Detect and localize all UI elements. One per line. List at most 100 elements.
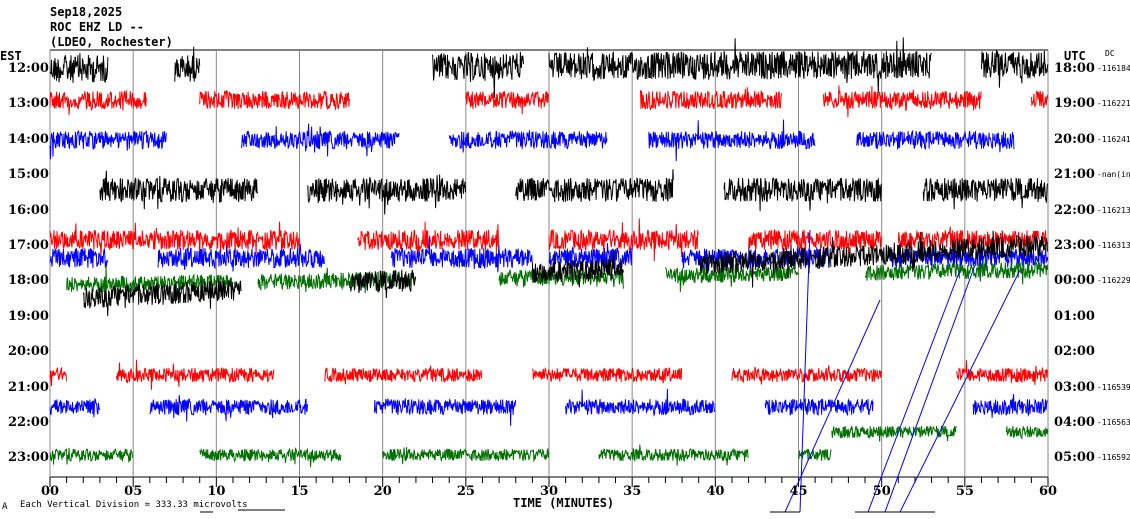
trace-segment <box>149 394 308 422</box>
trace-segment <box>199 447 342 468</box>
trace-segment <box>731 365 882 385</box>
trace-segment <box>598 444 749 466</box>
scale-note: Each Vertical Division = 333.33 microvol… <box>20 500 248 510</box>
trace-segment <box>49 221 300 264</box>
trace-segment <box>548 37 932 94</box>
x-tick-label: 45 <box>789 484 808 499</box>
est-time-label: 12:00 <box>8 61 49 76</box>
dc-offset-label: -1165927 <box>1097 453 1130 463</box>
glitch-line <box>799 229 811 513</box>
trace-segment <box>698 230 1048 288</box>
dc-offset-label: -1165390 <box>1097 382 1130 392</box>
trace-segment <box>922 177 1048 210</box>
x-axis-label: TIME (MINUTES) <box>513 496 615 510</box>
trace-segment <box>82 279 242 316</box>
trace-segment <box>240 123 400 157</box>
trace-segment <box>49 397 100 418</box>
x-tick-label: 30 <box>540 484 559 499</box>
trace-segment <box>49 130 167 160</box>
dc-offset-label: -nan(ind <box>1097 170 1130 180</box>
utc-time-label: 02:00 <box>1054 344 1095 360</box>
trace-segment <box>49 366 67 387</box>
trace-segment <box>531 249 625 288</box>
trace-segment <box>748 228 882 254</box>
est-time-label: 19:00 <box>8 308 49 324</box>
trace-segment <box>889 236 1049 282</box>
trace-segment <box>565 388 716 417</box>
trace-segment <box>648 119 816 162</box>
trace-segment <box>640 87 783 111</box>
trace-segment <box>199 89 350 111</box>
x-tick-label: 20 <box>373 484 392 499</box>
x-tick-label: 35 <box>623 484 642 499</box>
utc-time-label: 00:00 <box>1054 273 1095 289</box>
est-time-label: 15:00 <box>8 167 49 183</box>
glitch-line <box>884 264 976 513</box>
trace-segment <box>956 360 1048 385</box>
trace-segment <box>972 393 1048 418</box>
trace-segment <box>49 447 134 465</box>
utc-time-label: 01:00 <box>1054 308 1095 324</box>
dc-offset-label: -1162412 <box>1097 134 1130 144</box>
trace-segment <box>390 236 533 273</box>
trace-segment <box>357 221 500 258</box>
trace-segment <box>49 247 109 269</box>
trace-segment <box>49 53 109 83</box>
trace-segment <box>49 89 147 115</box>
trace-segment <box>548 218 699 262</box>
x-tick-label: 25 <box>456 484 475 499</box>
x-tick-label: 60 <box>1039 484 1058 499</box>
trace-segment <box>99 170 259 210</box>
utc-time-label: 19:00 <box>1054 96 1095 112</box>
est-time-label: 17:00 <box>8 238 49 253</box>
trace-segment <box>664 264 799 292</box>
glitch-line <box>899 269 1021 513</box>
x-tick-label: 10 <box>207 484 226 499</box>
dc-offset-label: -1162136 <box>1097 205 1130 215</box>
trace-segment <box>865 257 1049 285</box>
utc-time-label: 20:00 <box>1054 131 1095 147</box>
trace-segment <box>66 265 234 295</box>
dc-offset-label: -1163133 <box>1097 241 1130 250</box>
dc-offset-label: -1162214 <box>1097 99 1130 109</box>
trace-segment <box>723 177 882 212</box>
x-tick-label: 55 <box>955 484 974 499</box>
trace-segment <box>373 397 517 426</box>
dc-title: DC <box>1105 49 1115 58</box>
trace-segment <box>307 174 466 215</box>
trace-segment <box>448 130 608 153</box>
glitch-line <box>867 269 961 513</box>
est-time-label: 22:00 <box>8 415 49 430</box>
station-label: ROC EHZ LD -- <box>50 20 144 34</box>
trace-segment <box>798 448 832 461</box>
trace-segment <box>831 425 957 442</box>
x-tick-label: 05 <box>124 484 143 499</box>
utc-time-label: 05:00 <box>1054 450 1095 466</box>
utc-time-label: 04:00 <box>1054 415 1095 430</box>
trace-segment <box>856 129 1015 153</box>
utc-time-label: 03:00 <box>1054 379 1095 395</box>
trace-segment <box>764 397 874 417</box>
network-label: (LDEO, Rochester) <box>50 35 173 49</box>
trace-segment <box>382 447 550 465</box>
trace-segment <box>1005 426 1049 440</box>
est-time-label: 14:00 <box>8 131 49 147</box>
utc-time-label: 22:00 <box>1054 202 1095 218</box>
est-time-label: 21:00 <box>8 379 49 395</box>
trace-segment <box>981 50 1049 88</box>
trace-segment <box>465 90 549 115</box>
x-tick-label: 15 <box>290 484 309 499</box>
x-tick-label: 00 <box>41 484 60 499</box>
trace-segment <box>348 269 416 299</box>
utc-time-label: 23:00 <box>1054 238 1095 253</box>
trace-segment <box>1030 90 1049 108</box>
trace-segment <box>324 365 483 385</box>
trace-segment <box>432 51 525 99</box>
dc-offset-label: -1165638 <box>1097 418 1130 427</box>
trace-segment <box>515 169 674 203</box>
chart-title: Sep18,2025 <box>50 5 123 19</box>
trace-segment <box>174 46 201 82</box>
utc-axis-title: UTC <box>1064 49 1086 63</box>
